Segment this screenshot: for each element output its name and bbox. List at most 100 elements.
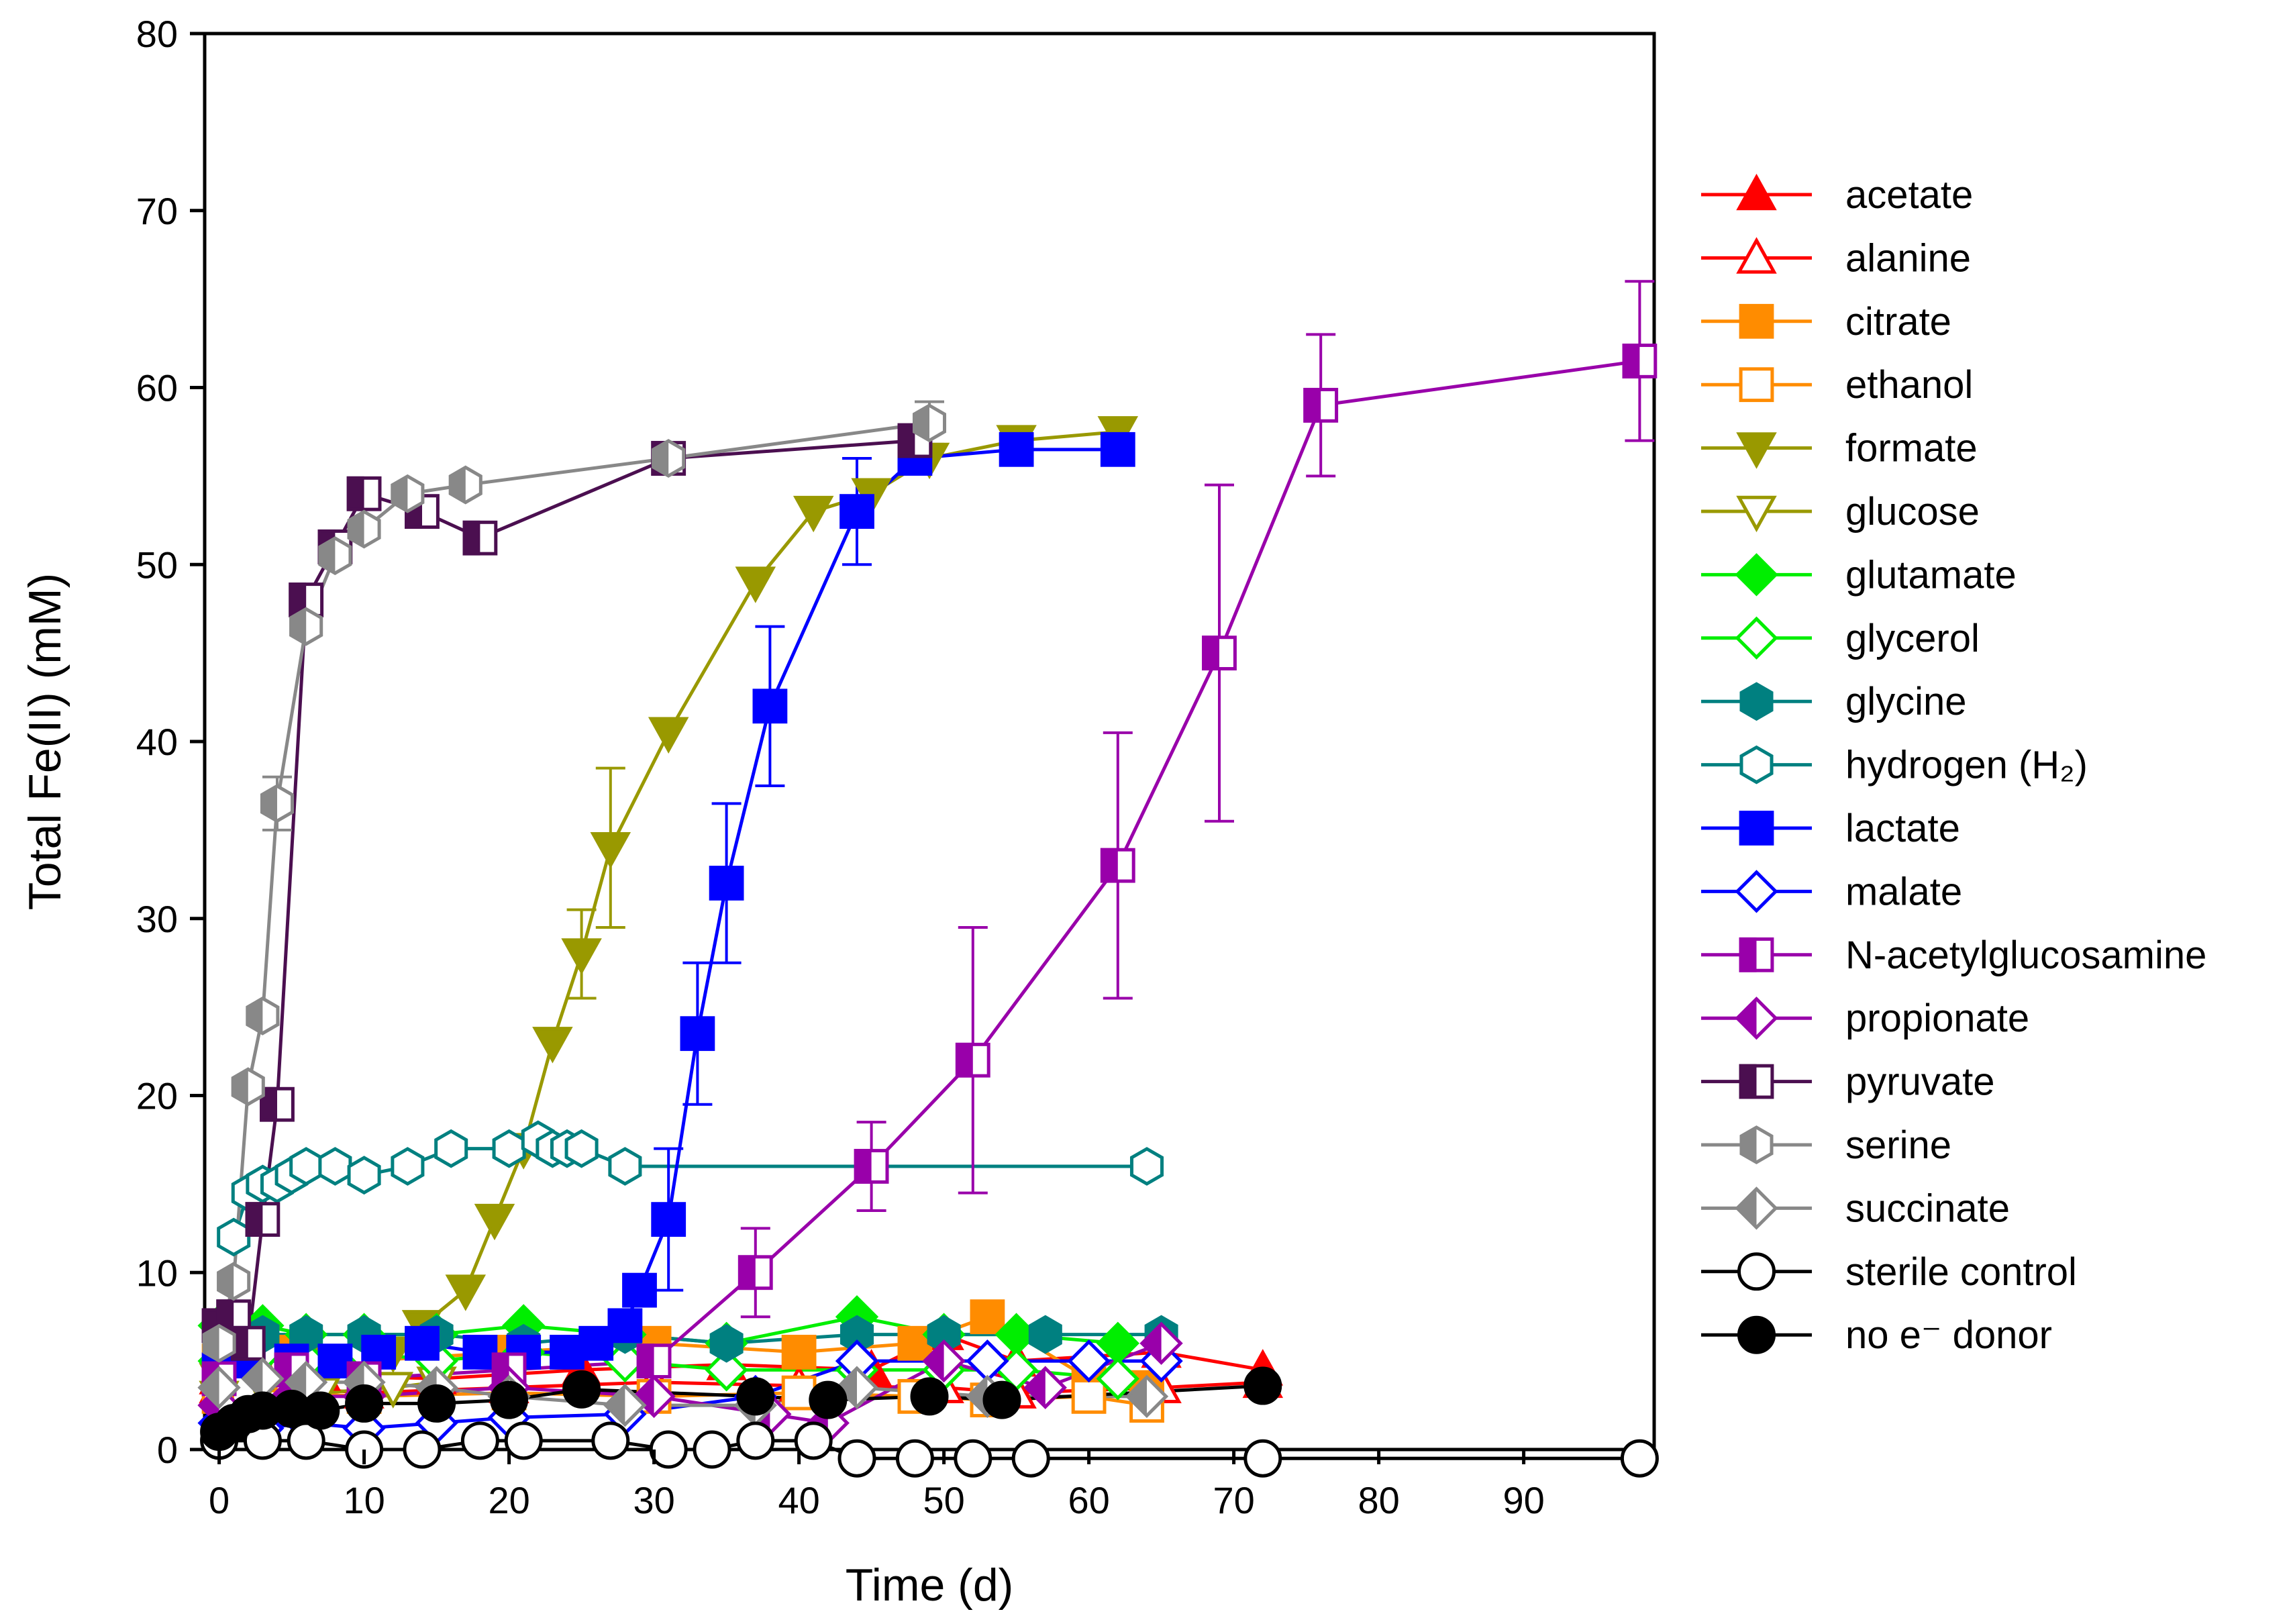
data-point (648, 717, 689, 754)
data-point (1011, 1439, 1050, 1478)
data-point-fill (231, 1067, 248, 1107)
data-point (301, 1391, 340, 1430)
data-point-fill (241, 1357, 263, 1401)
data-point-fill (854, 1149, 872, 1184)
data-point (1067, 1339, 1111, 1383)
data-point (550, 1335, 584, 1370)
legend-item-sterile-control: sterile control (1701, 1250, 2077, 1294)
legend-item-ethanol: ethanol (1701, 363, 1973, 407)
markers-hydrogen-h (217, 1120, 1164, 1257)
data-point-fill (202, 1323, 219, 1363)
data-point-fill (966, 1374, 988, 1419)
data-point-fill (246, 996, 263, 1035)
legend-label: formate (1845, 427, 1978, 470)
data-point (564, 1129, 599, 1168)
data-point (474, 1203, 515, 1241)
data-point-fill (289, 607, 307, 646)
legend-item-glucose: glucose (1701, 490, 1980, 534)
data-point (1243, 1439, 1282, 1478)
legend-marker-fill (1739, 937, 1757, 972)
data-point (735, 566, 776, 603)
legend-marker (1737, 1252, 1776, 1291)
legend-item-glutamate: glutamate (1701, 553, 2017, 597)
legend-item-succinate: succinate (1701, 1186, 2010, 1230)
data-point (809, 1380, 848, 1419)
legend-marker (1736, 432, 1777, 469)
legend-marker (1735, 553, 1778, 597)
data-point (709, 1323, 744, 1363)
data-point (287, 1421, 325, 1460)
data-point-fill (448, 465, 466, 505)
data-point-fill (245, 1202, 263, 1237)
legend-marker (1737, 1315, 1776, 1354)
y-tick-label: 0 (157, 1429, 178, 1471)
plot-area (203, 32, 1656, 1452)
data-point (781, 1335, 817, 1370)
x-tick-label: 50 (923, 1479, 964, 1521)
data-point-fill (1303, 387, 1321, 423)
data-point (434, 1129, 468, 1168)
data-point-fill (260, 784, 277, 823)
data-point (736, 1421, 775, 1460)
data-point (607, 1308, 643, 1343)
legend-marker (1735, 870, 1778, 913)
legend-label: no e⁻ donor (1845, 1313, 2052, 1357)
data-point (318, 1147, 352, 1186)
data-point (970, 1299, 1005, 1335)
data-point-fill (1100, 848, 1118, 883)
legend-label: succinate (1845, 1186, 2010, 1230)
data-point-fill (1125, 1374, 1147, 1419)
data-point (1620, 1439, 1659, 1478)
data-point-fill (347, 509, 364, 549)
data-point-fill (1202, 636, 1219, 671)
legend-marker (1736, 237, 1777, 274)
data-point (462, 1335, 498, 1370)
legend-label: pyruvate (1845, 1060, 1994, 1104)
data-point-fill (632, 1374, 654, 1419)
data-point (736, 1377, 775, 1416)
data-point (561, 938, 602, 975)
data-point-fill (835, 1366, 857, 1409)
y-tick-label: 70 (136, 190, 178, 232)
data-point (347, 1156, 381, 1195)
legend-label: ethanol (1845, 363, 1973, 407)
legend-item-serine: serine (1701, 1123, 1951, 1167)
data-point (591, 1421, 630, 1460)
legend-item-alanine: alanine (1701, 236, 1971, 280)
data-point-fill (737, 1255, 756, 1290)
x-tick-label: 30 (633, 1479, 674, 1521)
data-point (982, 1380, 1021, 1419)
legend-label: N-acetylglucosamine (1845, 933, 2206, 977)
x-tick-label: 70 (1213, 1479, 1254, 1521)
legend-marker (1736, 173, 1777, 211)
legend-item-glycine: glycine (1701, 680, 1967, 723)
data-point (752, 689, 788, 724)
x-tick-label: 10 (343, 1479, 385, 1521)
data-point (608, 1147, 642, 1186)
legend-marker-fill (1739, 1064, 1757, 1099)
legend-item-glycerol: glycerol (1701, 616, 1980, 660)
data-point (910, 1377, 949, 1416)
data-point (680, 1016, 715, 1052)
data-point (999, 432, 1034, 467)
legend-item-lactate: lactate (1701, 807, 1960, 850)
x-tick-label: 60 (1068, 1479, 1109, 1521)
data-point (793, 495, 834, 533)
legend-item-pyruvate: pyruvate (1701, 1060, 1994, 1104)
data-point (562, 1370, 601, 1409)
y-tick-label: 60 (136, 367, 178, 409)
data-point (391, 1147, 425, 1186)
x-axis-title: Time (d) (846, 1560, 1014, 1611)
axis-layer: 0 10 20 30 40 50 60 70 80 90 0 10 20 30 40 50 60 70 80 (136, 13, 1545, 1521)
legend-label: malate (1845, 870, 1962, 913)
legend-item-no-e-donor: no e⁻ donor (1701, 1313, 2052, 1357)
x-tick-label: 90 (1503, 1479, 1544, 1521)
legend-label: acetate (1845, 173, 1973, 217)
data-point (578, 1325, 614, 1361)
legend-marker (1739, 303, 1774, 339)
data-point-fill (603, 1383, 625, 1427)
legend-marker (1739, 811, 1774, 846)
data-point-fill (1622, 344, 1640, 378)
data-point-fill (922, 1339, 944, 1383)
data-point (460, 1421, 499, 1460)
